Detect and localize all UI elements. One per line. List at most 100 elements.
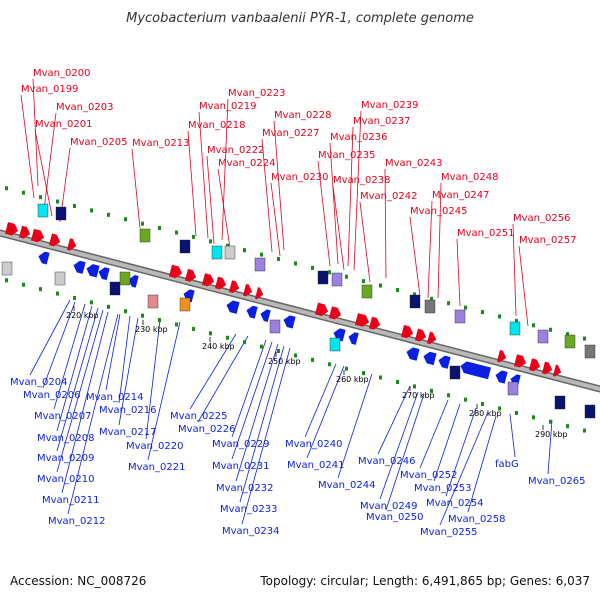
forward-gene-label: Mvan_0239 (361, 100, 418, 111)
reverse-gene-label: Mvan_0232 (216, 483, 273, 494)
tick-dot (532, 323, 535, 328)
tick-dot (362, 371, 365, 376)
forward-gene-arrow (528, 358, 541, 372)
kbp-ticks: 220 kbp 230 kbp 240 kbp 250 kbp 260 kbp 270 k… (66, 306, 568, 439)
tick-dot (515, 318, 518, 323)
reverse-gene-label: Mvan_0253 (414, 483, 471, 494)
reverse-leader-line (29, 299, 71, 376)
reverse-leader-line (433, 403, 461, 482)
reverse-gene-label: fabG (495, 459, 519, 470)
kbp-label: 230 kbp (135, 325, 168, 334)
forward-gene-arrow (48, 233, 61, 247)
reverse-leader-line (306, 365, 345, 459)
forward-leader-line (384, 168, 387, 279)
tick-dot (345, 366, 348, 371)
tick-dot (566, 424, 569, 429)
reverse-gene-label: Mvan_0217 (99, 427, 156, 438)
reverse-gene-label: Mvan_0254 (426, 498, 483, 509)
forward-gene-label: Mvan_0199 (21, 84, 78, 95)
tick-dot (141, 313, 144, 318)
tick-dot (498, 314, 501, 319)
accession-text: Accession: NC_008726 (10, 574, 147, 588)
tick-dot (583, 428, 586, 433)
tick-dot (73, 203, 76, 208)
forward-gene-arrow (552, 364, 562, 377)
reverse-gene-box (329, 337, 341, 352)
reverse-leader-line (105, 313, 121, 391)
forward-gene-label: Mvan_0201 (35, 119, 92, 130)
forward-leader-line (317, 160, 331, 267)
tick-dot (192, 234, 195, 239)
reverse-gene-box (109, 281, 121, 296)
forward-gene-arrow (228, 280, 240, 293)
forward-leader-line (353, 110, 362, 271)
tick-dot (515, 410, 518, 415)
forward-gene-box (179, 239, 191, 254)
forward-leader-line (332, 185, 345, 271)
reverse-leader-line (241, 347, 291, 525)
reverse-gene-arrow (226, 300, 240, 314)
tick-dot (294, 353, 297, 358)
tick-dot (379, 375, 382, 380)
tick-dot (107, 212, 110, 217)
forward-gene-box (224, 245, 236, 260)
reverse-leader-line (385, 393, 425, 511)
tick-dot (175, 230, 178, 235)
tick-dot (583, 336, 586, 341)
reverse-gene-label: Mvan_0258 (448, 514, 505, 525)
gene-labels: Mvan_0200 Mvan_0199 Mvan_0203 Mvan_0201 Mvan… (10, 68, 585, 538)
forward-leader-line (347, 126, 354, 267)
forward-gene-label: Mvan_0242 (360, 191, 417, 202)
forward-gene-label: Mvan_0236 (330, 132, 387, 143)
reverse-gene-arrow (86, 264, 100, 278)
kbp-label: 280 kbp (469, 409, 502, 418)
reverse-gene-arrow (128, 275, 139, 288)
reverse-leader-line (304, 363, 337, 438)
reverse-gene-label: Mvan_0229 (212, 439, 269, 450)
forward-gene-arrow (314, 302, 329, 317)
forward-gene-label: Mvan_0223 (228, 88, 285, 99)
reverse-gene-label: Mvan_0206 (23, 390, 80, 401)
reverse-leader-line (56, 309, 104, 473)
tick-dot (464, 397, 467, 402)
tick-dot (5, 186, 8, 191)
forward-gene-label: Mvan_0205 (70, 137, 127, 148)
reverse-gene-label: Mvan_0226 (178, 424, 235, 435)
reverse-gene-label: Mvan_0225 (170, 411, 227, 422)
reverse-gene-label: Mvan_0252 (400, 470, 457, 481)
tick-dot (328, 270, 331, 275)
tick-dot (430, 388, 433, 393)
reverse-leader-line (439, 411, 489, 526)
forward-leader-line (427, 200, 433, 299)
tick-dot (277, 349, 280, 354)
reverse-gene-arrow (406, 347, 420, 361)
tick-dot (498, 406, 501, 411)
reverse-leader-line (56, 305, 93, 432)
reverse-gene-box (179, 297, 191, 312)
gene-features (1, 203, 596, 419)
forward-leader-line (273, 120, 285, 251)
reverse-gene-label: Mvan_0207 (34, 411, 91, 422)
reverse-gene-arrow (260, 309, 271, 322)
reverse-gene-label: Mvan_0255 (420, 527, 477, 538)
tick-dot (209, 331, 212, 336)
forward-gene-box (317, 270, 329, 285)
tick-dot (447, 301, 450, 306)
tick-dot (447, 393, 450, 398)
tick-dot (192, 326, 195, 331)
reverse-gene-box (54, 271, 66, 286)
reverse-leader-line (547, 419, 553, 475)
tick-dot (413, 292, 416, 297)
reverse-leader-line (445, 407, 477, 497)
reverse-gene-box (269, 319, 281, 334)
forward-gene-label: Mvan_0238 (333, 175, 390, 186)
reverse-leader-line (145, 319, 161, 440)
forward-gene-arrow (368, 316, 381, 330)
forward-gene-box (211, 245, 223, 260)
tick-dot (396, 287, 399, 292)
reverse-gene-arrow (283, 315, 296, 329)
forward-gene-label: Mvan_0230 (271, 172, 328, 183)
reverse-gene-label: Mvan_0250 (366, 512, 423, 523)
reverse-leader-line (118, 317, 139, 426)
